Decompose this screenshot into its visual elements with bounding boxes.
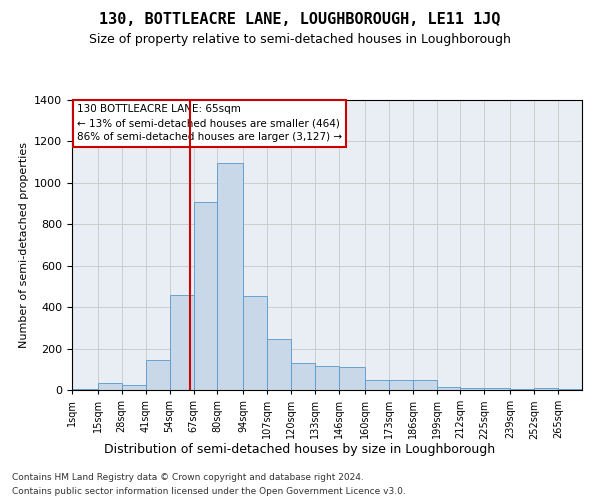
Bar bbox=[146, 360, 170, 390]
Bar bbox=[437, 387, 460, 390]
Bar bbox=[339, 367, 365, 390]
Bar bbox=[510, 389, 534, 390]
Bar bbox=[389, 380, 413, 390]
Bar bbox=[217, 163, 243, 390]
Bar bbox=[170, 294, 194, 390]
Bar bbox=[98, 383, 122, 390]
Bar bbox=[194, 202, 217, 390]
Text: Size of property relative to semi-detached houses in Loughborough: Size of property relative to semi-detach… bbox=[89, 32, 511, 46]
Bar bbox=[315, 366, 339, 390]
Bar bbox=[484, 388, 510, 390]
Text: Distribution of semi-detached houses by size in Loughborough: Distribution of semi-detached houses by … bbox=[104, 442, 496, 456]
Bar bbox=[267, 339, 291, 390]
Text: Contains public sector information licensed under the Open Government Licence v3: Contains public sector information licen… bbox=[12, 488, 406, 496]
Y-axis label: Number of semi-detached properties: Number of semi-detached properties bbox=[19, 142, 29, 348]
Bar bbox=[365, 380, 389, 390]
Bar bbox=[291, 363, 315, 390]
Bar bbox=[243, 296, 267, 390]
Bar bbox=[122, 385, 146, 390]
Text: 130, BOTTLEACRE LANE, LOUGHBOROUGH, LE11 1JQ: 130, BOTTLEACRE LANE, LOUGHBOROUGH, LE11… bbox=[99, 12, 501, 28]
Bar bbox=[460, 388, 484, 390]
Text: Contains HM Land Registry data © Crown copyright and database right 2024.: Contains HM Land Registry data © Crown c… bbox=[12, 472, 364, 482]
Bar bbox=[72, 389, 98, 390]
Bar bbox=[534, 388, 558, 390]
Text: 130 BOTTLEACRE LANE: 65sqm
← 13% of semi-detached houses are smaller (464)
86% o: 130 BOTTLEACRE LANE: 65sqm ← 13% of semi… bbox=[77, 104, 342, 142]
Bar bbox=[413, 380, 437, 390]
Bar bbox=[558, 389, 582, 390]
